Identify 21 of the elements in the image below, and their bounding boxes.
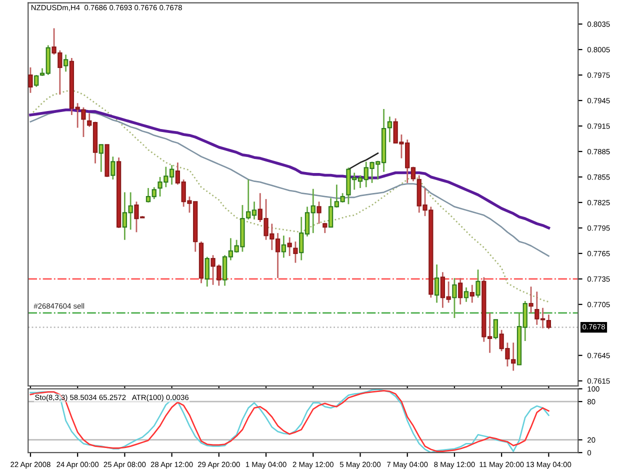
line-series: [30, 90, 550, 303]
candlestick: [287, 236, 292, 257]
candlestick: [110, 156, 116, 180]
candlestick: [81, 106, 86, 138]
candlestick: [458, 277, 463, 306]
candlestick: [476, 268, 480, 298]
candlestick: [452, 277, 457, 319]
candlestick: [470, 284, 474, 304]
candlestick: [316, 200, 322, 224]
candlestick: [34, 74, 39, 88]
candlestick: [98, 144, 104, 173]
candlestick: [434, 264, 440, 304]
candlestick: [63, 54, 68, 72]
candlestick: [293, 240, 298, 264]
candlestick: [28, 66, 33, 94]
candlestick: [528, 286, 534, 314]
candlestick: [464, 286, 469, 303]
candlestick: [281, 234, 286, 258]
line-series: [29, 108, 550, 230]
candlestick: [493, 319, 498, 340]
candlestick: [204, 256, 210, 288]
